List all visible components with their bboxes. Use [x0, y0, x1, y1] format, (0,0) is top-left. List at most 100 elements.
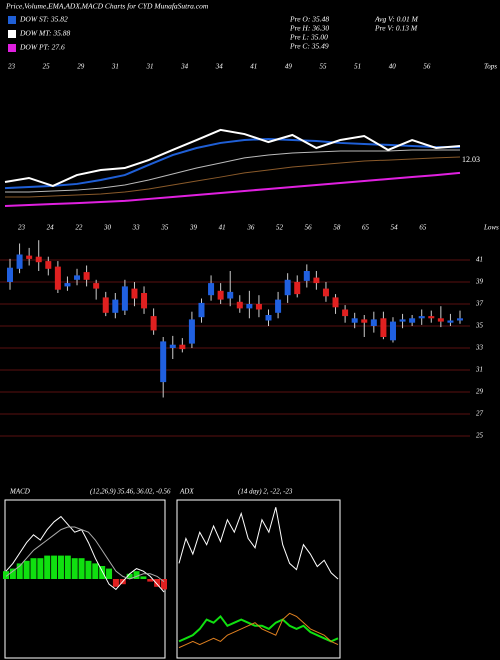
panel-subtitle: (14 day) 2, -22, -23	[238, 488, 293, 496]
histogram-bar	[30, 558, 37, 579]
candle-body	[112, 299, 119, 313]
x-tick-label: 56	[423, 63, 431, 71]
stat: Pre V: 0.13 M	[374, 24, 418, 33]
series-line	[5, 515, 165, 593]
candle-body	[409, 318, 416, 323]
stat: Pre H: 36.30	[289, 24, 329, 33]
candle-body	[389, 321, 396, 341]
y-tick-label: 33	[475, 344, 484, 352]
candle-body	[380, 318, 387, 337]
x-tick-label: 31	[145, 63, 153, 71]
x-tick-label: 55	[320, 63, 328, 71]
candle-body	[45, 261, 52, 269]
panel-subtitle: (12,26,9) 35.46, 36.02, -0.56	[90, 488, 171, 496]
series-line	[178, 612, 339, 649]
series-line	[178, 507, 339, 580]
x-tick-label: 30	[103, 224, 112, 232]
candle-body	[428, 316, 435, 319]
histogram-bar	[85, 560, 92, 579]
candle-body	[93, 283, 100, 289]
candle-body	[418, 316, 425, 319]
candle-body	[198, 302, 205, 318]
panel-title: MACD	[9, 488, 30, 496]
x-tick-label: 51	[354, 63, 361, 71]
annotation: 12.03	[462, 155, 480, 164]
y-tick-label: 37	[475, 300, 484, 308]
series-line	[4, 171, 461, 207]
histogram-bar	[71, 558, 78, 579]
histogram-bar	[147, 579, 154, 582]
x-tick-label: 36	[246, 224, 255, 232]
x-tick-label: 34	[215, 63, 224, 71]
stat: Pre O: 35.48	[289, 15, 329, 24]
candle-body	[141, 293, 148, 309]
histogram-bar	[92, 563, 99, 579]
x-tick-label: 24	[47, 224, 55, 232]
candle-body	[351, 318, 358, 323]
series-line	[178, 614, 339, 643]
histogram-bar	[57, 555, 64, 579]
x-tick-label: 52	[276, 224, 284, 232]
y-tick-label: 41	[476, 256, 483, 264]
x-tick-label: 25	[43, 63, 51, 71]
candle-body	[342, 309, 349, 317]
legend-label: DOW PT: 27.6	[19, 43, 65, 52]
panel-frame	[176, 499, 341, 659]
x-tick-label: 65	[419, 224, 427, 232]
corner-label: Tops	[484, 63, 497, 71]
candle-body	[370, 319, 377, 326]
y-tick-label: 29	[476, 388, 484, 396]
candle-body	[188, 319, 195, 344]
x-tick-label: 58	[333, 224, 341, 232]
histogram-bar	[37, 558, 44, 579]
histogram-bar	[3, 571, 9, 579]
histogram-bar	[140, 576, 147, 579]
series-line	[4, 128, 461, 188]
candle-body	[332, 297, 339, 308]
candle-body	[246, 304, 253, 309]
histogram-bar	[106, 568, 113, 579]
series-line	[5, 156, 461, 198]
candle-body	[208, 283, 215, 296]
x-tick-label: 34	[180, 63, 189, 71]
x-tick-label: 35	[160, 224, 169, 232]
x-tick-label: 40	[389, 63, 397, 71]
histogram-bar	[9, 568, 16, 579]
y-tick-label: 39	[475, 278, 484, 286]
corner-label: Lows	[483, 224, 499, 232]
panel-title: ADX	[179, 488, 194, 496]
histogram-bar	[44, 555, 51, 579]
candle-body	[54, 266, 61, 290]
candle-body	[236, 301, 243, 309]
x-tick-label: 33	[132, 224, 141, 232]
legend-label: DOW MT: 35.88	[19, 29, 70, 38]
y-tick-label: 25	[476, 432, 484, 440]
histogram-bar	[154, 579, 161, 587]
candle-body	[217, 290, 224, 300]
x-tick-label: 23	[18, 224, 26, 232]
candle-body	[227, 291, 234, 299]
candle-body	[131, 288, 138, 299]
legend-swatch	[8, 16, 16, 24]
legend-swatch	[8, 44, 16, 52]
candle-body	[457, 318, 463, 321]
stat: Pre C: 35.49	[289, 42, 329, 51]
candle-body	[83, 272, 90, 280]
candle-body	[255, 304, 262, 310]
x-tick-label: 56	[305, 224, 313, 232]
histogram-bar	[161, 579, 167, 590]
histogram-bar	[23, 560, 30, 579]
x-tick-label: 22	[75, 224, 83, 232]
candle-body	[265, 315, 272, 321]
series-line	[4, 137, 460, 190]
histogram-bar	[133, 571, 140, 579]
candle-body	[35, 256, 42, 263]
series-line	[5, 526, 165, 582]
candle-body	[7, 267, 13, 282]
histogram-bar	[78, 558, 85, 579]
histogram-bar	[99, 566, 106, 579]
histogram-bar	[51, 555, 58, 579]
histogram-bar	[64, 555, 71, 579]
